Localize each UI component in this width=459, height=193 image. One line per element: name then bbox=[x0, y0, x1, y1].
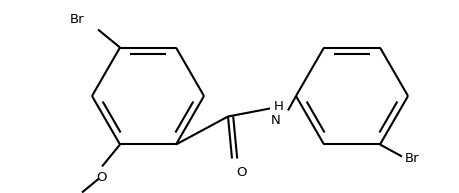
Text: Br: Br bbox=[69, 13, 84, 25]
Text: O: O bbox=[235, 167, 246, 179]
Text: N: N bbox=[270, 114, 280, 128]
Text: H: H bbox=[274, 100, 283, 113]
Text: O: O bbox=[96, 172, 107, 185]
Text: Br: Br bbox=[404, 152, 419, 165]
